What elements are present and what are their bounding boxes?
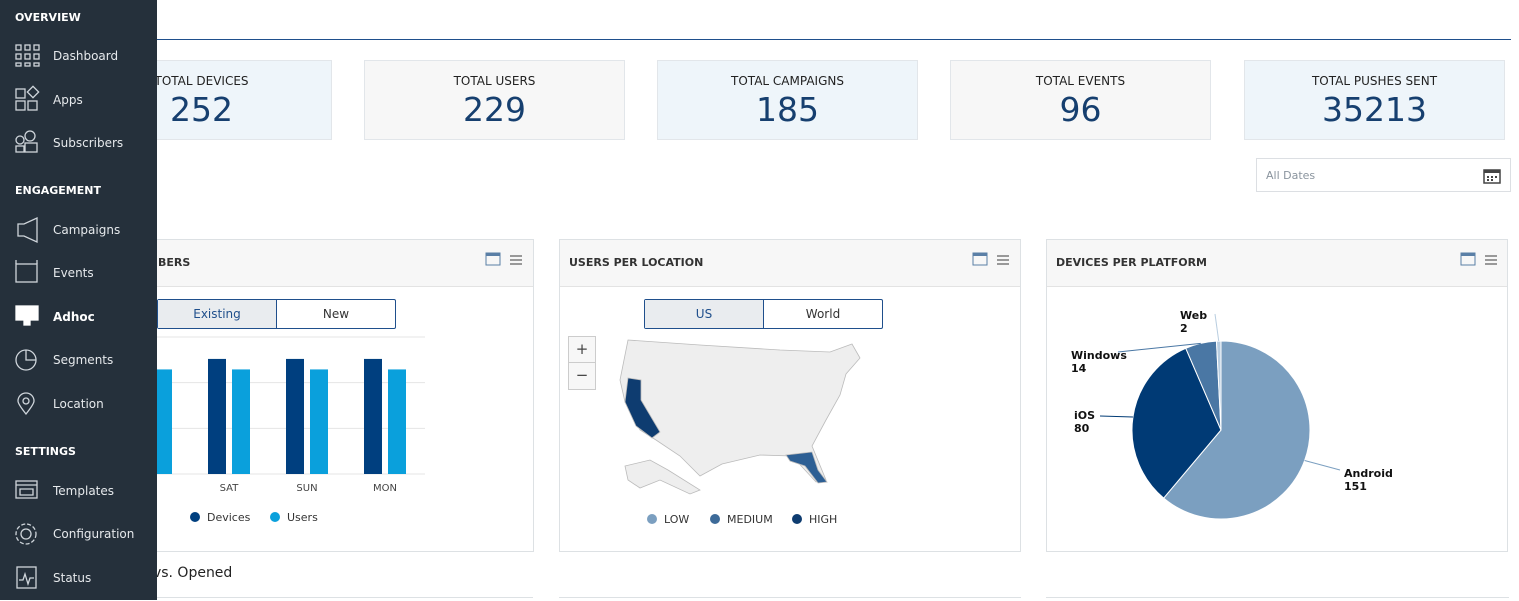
panel-title: USERS PER LOCATION xyxy=(569,256,704,269)
pie-label: Web xyxy=(1180,309,1207,322)
nav-item[interactable]: Segments xyxy=(53,353,114,367)
legend-swatch xyxy=(792,514,802,524)
legend-swatch xyxy=(710,514,720,524)
stat-card: TOTAL EVENTS 96 xyxy=(950,60,1211,140)
pie-value: 2 xyxy=(1180,322,1188,335)
x-tick-label: SAT xyxy=(220,483,240,494)
bar xyxy=(310,369,328,474)
panel-edge xyxy=(72,597,533,601)
section-title: t vs. Opened xyxy=(143,565,233,581)
stat-card: TOTAL CAMPAIGNS 185 xyxy=(657,60,918,140)
bar xyxy=(364,358,382,474)
date-placeholder: All Dates xyxy=(1266,169,1316,182)
leader-line xyxy=(1117,342,1201,353)
pie-label: Windows xyxy=(1071,349,1127,362)
nav-section: SETTINGS xyxy=(15,445,76,458)
pie-value: 14 xyxy=(1071,362,1087,375)
nav-item[interactable]: Status xyxy=(53,571,92,585)
panel-edge xyxy=(1046,597,1509,601)
stat-value: 35213 xyxy=(1322,90,1427,129)
sidebar: OVERVIEW Dashboard Apps Subscribers ENGA… xyxy=(0,0,157,600)
pie-label: iOS xyxy=(1074,409,1095,422)
bar xyxy=(232,369,250,474)
stat-label: TOTAL PUSHES SENT xyxy=(1311,74,1438,88)
header-rule xyxy=(157,39,1511,40)
toggle[interactable]: Existing New xyxy=(157,299,396,329)
panel-title: DEVICES PER PLATFORM xyxy=(1056,256,1207,269)
pie-label: Android xyxy=(1344,467,1393,480)
stat-label: TOTAL CAMPAIGNS xyxy=(731,74,844,88)
bar xyxy=(154,369,172,474)
nav-section: ENGAGEMENT xyxy=(15,184,101,197)
stat-card: TOTAL USERS 229 xyxy=(364,60,625,140)
nav-item[interactable]: Location xyxy=(53,397,104,411)
nav-item[interactable]: Apps xyxy=(53,93,83,107)
bar xyxy=(286,358,304,474)
stat-value: 229 xyxy=(463,90,526,129)
stat-card: TOTAL PUSHES SENT 35213 xyxy=(1244,60,1505,140)
legend-label: MEDIUM xyxy=(727,513,773,526)
panel-edge xyxy=(559,597,1021,601)
zoom-control: + − xyxy=(568,336,596,390)
bar xyxy=(388,369,406,474)
platform-panel: DEVICES PER PLATFORM xyxy=(1046,239,1508,552)
stat-label: TOTAL DEVICES xyxy=(154,74,249,88)
nav-item[interactable]: Events xyxy=(53,266,94,280)
nav-item[interactable]: Subscribers xyxy=(53,136,124,150)
location-panel: USERS PER LOCATION US World + − xyxy=(559,239,1021,552)
bar xyxy=(208,358,226,474)
nav-icons xyxy=(15,44,40,589)
toggle-option[interactable]: World xyxy=(805,307,841,321)
nav-item[interactable]: Configuration xyxy=(53,527,135,541)
stat-label: TOTAL USERS xyxy=(453,74,536,88)
stat-value: 185 xyxy=(756,90,819,129)
pie-value: 80 xyxy=(1074,422,1090,435)
leader-line xyxy=(1304,460,1341,471)
nav-section: OVERVIEW xyxy=(15,11,81,24)
toggle-option[interactable]: Existing xyxy=(158,300,277,328)
x-tick-label: SUN xyxy=(296,483,317,494)
nav-item[interactable]: Adhoc xyxy=(53,310,95,324)
panel-icons xyxy=(485,252,1497,266)
leader-line xyxy=(1099,415,1133,418)
nav-item[interactable]: Campaigns xyxy=(53,223,121,237)
panel-title: BERS xyxy=(158,256,191,269)
stat-value: 96 xyxy=(1059,90,1102,129)
legend-label: LOW xyxy=(664,513,689,526)
pie-slice xyxy=(1131,347,1222,499)
x-tick-label: MON xyxy=(373,483,397,494)
toggle[interactable]: US World xyxy=(644,299,883,329)
legend-swatch xyxy=(647,514,657,524)
legend-label: Users xyxy=(287,511,318,524)
legend-swatch xyxy=(270,512,280,522)
calendar-icon[interactable] xyxy=(1483,168,1501,184)
zoom-out[interactable]: − xyxy=(575,366,589,384)
legend-label: Devices xyxy=(207,511,251,524)
stat-label: TOTAL EVENTS xyxy=(1035,74,1126,88)
toggle-option[interactable]: New xyxy=(322,307,350,321)
us-map xyxy=(619,339,861,495)
legend-swatch xyxy=(190,512,200,522)
nav-item[interactable]: Dashboard xyxy=(53,49,119,63)
legend-label: HIGH xyxy=(809,513,837,526)
toggle-option[interactable]: US xyxy=(645,300,764,328)
date-filter[interactable]: All Dates xyxy=(1256,158,1511,192)
zoom-in[interactable]: + xyxy=(569,337,595,363)
stat-value: 252 xyxy=(170,90,233,129)
nav-item[interactable]: Templates xyxy=(53,484,115,498)
leader-line xyxy=(1214,313,1220,342)
pie-value: 151 xyxy=(1344,480,1367,493)
